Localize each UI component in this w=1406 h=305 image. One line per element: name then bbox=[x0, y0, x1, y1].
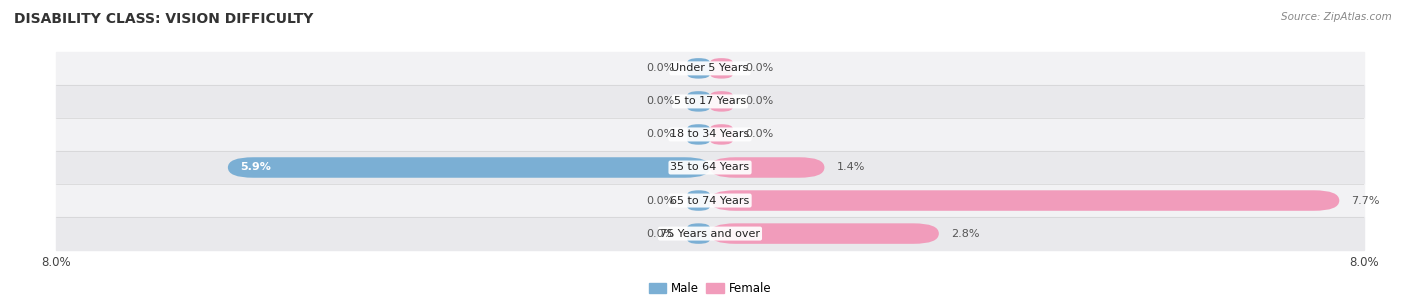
Bar bbox=[56, 184, 1364, 217]
Text: 18 to 34 Years: 18 to 34 Years bbox=[671, 129, 749, 139]
Text: 0.0%: 0.0% bbox=[647, 196, 675, 206]
Text: DISABILITY CLASS: VISION DIFFICULTY: DISABILITY CLASS: VISION DIFFICULTY bbox=[14, 12, 314, 26]
FancyBboxPatch shape bbox=[688, 190, 710, 211]
FancyBboxPatch shape bbox=[688, 58, 710, 79]
Bar bbox=[56, 52, 1364, 85]
Text: 0.0%: 0.0% bbox=[647, 228, 675, 239]
Text: Source: ZipAtlas.com: Source: ZipAtlas.com bbox=[1281, 12, 1392, 22]
FancyBboxPatch shape bbox=[710, 223, 939, 244]
FancyBboxPatch shape bbox=[710, 190, 1340, 211]
Bar bbox=[56, 118, 1364, 151]
Bar bbox=[56, 151, 1364, 184]
Text: 0.0%: 0.0% bbox=[745, 63, 773, 74]
FancyBboxPatch shape bbox=[710, 91, 733, 112]
FancyBboxPatch shape bbox=[688, 223, 710, 244]
Text: 5 to 17 Years: 5 to 17 Years bbox=[673, 96, 747, 106]
Text: Under 5 Years: Under 5 Years bbox=[672, 63, 748, 74]
FancyBboxPatch shape bbox=[228, 157, 710, 178]
FancyBboxPatch shape bbox=[688, 124, 710, 145]
Text: 0.0%: 0.0% bbox=[745, 96, 773, 106]
Text: 75 Years and over: 75 Years and over bbox=[659, 228, 761, 239]
Text: 2.8%: 2.8% bbox=[950, 228, 980, 239]
Bar bbox=[56, 85, 1364, 118]
Legend: Male, Female: Male, Female bbox=[644, 277, 776, 300]
Text: 65 to 74 Years: 65 to 74 Years bbox=[671, 196, 749, 206]
Text: 5.9%: 5.9% bbox=[240, 163, 271, 173]
Text: 7.7%: 7.7% bbox=[1351, 196, 1381, 206]
Text: 0.0%: 0.0% bbox=[647, 63, 675, 74]
Text: 0.0%: 0.0% bbox=[745, 129, 773, 139]
Bar bbox=[56, 217, 1364, 250]
FancyBboxPatch shape bbox=[710, 124, 733, 145]
Text: 1.4%: 1.4% bbox=[837, 163, 865, 173]
Text: 35 to 64 Years: 35 to 64 Years bbox=[671, 163, 749, 173]
Text: 0.0%: 0.0% bbox=[647, 96, 675, 106]
FancyBboxPatch shape bbox=[688, 91, 710, 112]
Text: 0.0%: 0.0% bbox=[647, 129, 675, 139]
FancyBboxPatch shape bbox=[710, 157, 824, 178]
FancyBboxPatch shape bbox=[710, 58, 733, 79]
